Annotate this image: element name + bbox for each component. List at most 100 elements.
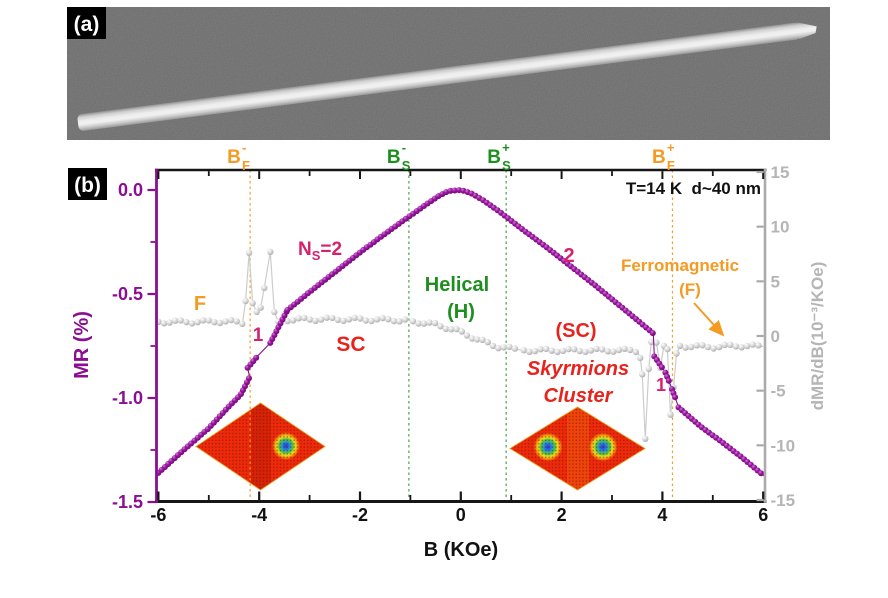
data-point bbox=[463, 332, 471, 339]
data-point bbox=[451, 187, 458, 194]
data-point bbox=[200, 317, 207, 324]
x-tick-label: -2 bbox=[352, 505, 368, 525]
data-point bbox=[334, 316, 342, 323]
data-point bbox=[543, 345, 550, 353]
series-MR bbox=[155, 187, 765, 477]
data-point bbox=[431, 319, 439, 327]
data-point bbox=[401, 316, 409, 323]
annotation-sc: (SC) bbox=[555, 320, 596, 342]
data-point bbox=[744, 342, 751, 350]
data-point bbox=[593, 345, 600, 352]
data-point bbox=[474, 336, 481, 343]
data-point bbox=[688, 343, 695, 351]
field-label-subscript: S bbox=[502, 158, 511, 173]
y-right-tick-label: -5 bbox=[771, 382, 786, 401]
inset-outline bbox=[509, 406, 646, 491]
data-point bbox=[604, 348, 611, 355]
y-axis-right-title: dMR/dB(10⁻³/KOe) bbox=[808, 262, 827, 411]
chart-axes: -6 -4 -2 0 2 4 6 0.0 -0.5 -1.0 -1.5 15 10 5 0 -5 -10 -15 bbox=[112, 163, 795, 525]
data-point bbox=[554, 348, 561, 356]
data-point bbox=[257, 304, 264, 311]
data-point bbox=[205, 317, 212, 324]
annotation-ns2: NS=2 bbox=[298, 239, 342, 263]
data-point bbox=[306, 316, 314, 323]
data-point bbox=[329, 314, 336, 322]
data-point bbox=[489, 342, 497, 350]
data-point bbox=[222, 318, 229, 325]
data-point bbox=[758, 470, 764, 477]
data-point bbox=[658, 364, 665, 371]
data-point bbox=[323, 314, 330, 321]
y-left-tick-label: -0.5 bbox=[112, 284, 143, 304]
data-point bbox=[699, 342, 706, 349]
data-point bbox=[479, 336, 486, 343]
data-point bbox=[627, 346, 634, 354]
annotation-ferromagnetic: Ferromagnetic bbox=[621, 256, 739, 275]
data-point bbox=[468, 335, 476, 342]
data-point bbox=[548, 347, 555, 354]
chart-top-labels: B -F B -S B +S B +F bbox=[227, 140, 675, 173]
data-point bbox=[390, 317, 398, 325]
data-point bbox=[693, 342, 700, 349]
data-point bbox=[233, 318, 240, 325]
annotation-1: 1 bbox=[253, 325, 264, 346]
data-point bbox=[317, 316, 325, 323]
chart-annotations: F 1 SC Helical (H) (SC) Skyrmions Cluster 2 Ferro… bbox=[194, 239, 739, 407]
data-point bbox=[245, 249, 253, 257]
data-point bbox=[216, 319, 224, 327]
data-point bbox=[453, 325, 460, 333]
data-point bbox=[442, 325, 450, 332]
inset-skyrmion-single bbox=[196, 403, 325, 490]
data-point bbox=[642, 435, 649, 442]
data-point bbox=[373, 316, 381, 323]
y-right-tick-label: 0 bbox=[771, 327, 780, 346]
inset-dot-texture bbox=[510, 407, 645, 490]
data-point bbox=[673, 350, 680, 357]
y-left-tick-label: 0.0 bbox=[118, 180, 143, 200]
inset-outline bbox=[195, 402, 326, 491]
panel-b-label-box bbox=[68, 168, 107, 200]
sem-image-panel: (a) bbox=[67, 7, 830, 140]
data-point bbox=[426, 319, 433, 326]
condition-label: T=14 K d~40 nm bbox=[626, 179, 761, 198]
data-point bbox=[249, 300, 256, 307]
chart-series bbox=[155, 187, 765, 477]
data-point bbox=[610, 348, 617, 355]
data-point bbox=[526, 348, 533, 355]
chart-boundary-lines bbox=[249, 170, 674, 502]
data-point bbox=[284, 317, 291, 325]
field-label-base: B bbox=[487, 147, 501, 168]
x-tick-label: -6 bbox=[150, 505, 166, 525]
y-right-tick-label: 15 bbox=[771, 163, 790, 182]
y-right-tick-label: -10 bbox=[771, 436, 796, 455]
data-point bbox=[437, 323, 444, 330]
data-point bbox=[645, 365, 652, 372]
data-point bbox=[160, 320, 168, 327]
y-right-tick-label: -15 bbox=[771, 491, 796, 510]
annotation-2: 2 bbox=[563, 245, 574, 267]
data-point bbox=[239, 320, 246, 328]
data-point bbox=[721, 341, 728, 349]
data-point bbox=[639, 371, 646, 378]
data-point bbox=[409, 318, 417, 325]
data-point bbox=[511, 345, 519, 352]
panel-b-label: (b) bbox=[74, 174, 101, 197]
panel-a-label-box bbox=[67, 7, 106, 39]
mr-chart-panel: -6 -4 -2 0 2 4 60.0-0.5-1.0-1.5151050-5-10-15 … bbox=[68, 140, 827, 561]
y-left-tick-label: -1.5 bbox=[112, 492, 143, 512]
data-point bbox=[385, 316, 392, 323]
annotation-1: 1 bbox=[656, 375, 666, 395]
data-point bbox=[587, 347, 595, 354]
data-point bbox=[271, 308, 278, 316]
chart-insets bbox=[195, 402, 646, 491]
data-point bbox=[571, 346, 578, 353]
data-point bbox=[716, 343, 723, 351]
data-point bbox=[520, 347, 527, 354]
data-point bbox=[676, 342, 684, 349]
field-label-base: B bbox=[227, 147, 241, 168]
data-point bbox=[312, 317, 319, 324]
y-axis-left-title: MR (%) bbox=[71, 311, 93, 379]
data-point bbox=[755, 342, 762, 349]
data-point bbox=[448, 326, 455, 333]
